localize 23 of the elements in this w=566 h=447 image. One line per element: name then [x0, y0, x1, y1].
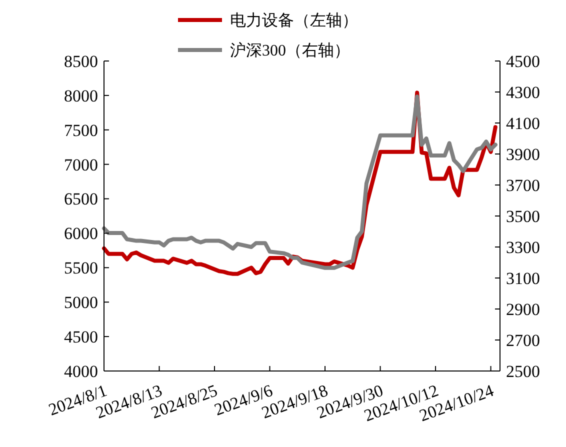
- y-tick-label: 7000: [64, 155, 98, 174]
- y-tick-label: 4500: [64, 328, 98, 347]
- y-tick-label: 7500: [64, 120, 98, 140]
- y2-tick-label: 3900: [506, 144, 540, 164]
- y-tick-label: 6000: [64, 224, 98, 244]
- y2-tick-label: 2700: [506, 330, 540, 350]
- y-tick-label: 8000: [64, 86, 98, 106]
- y2-tick-label: 2500: [506, 362, 540, 381]
- y2-tick-label: 2900: [506, 300, 540, 319]
- y2-tick-label: 4300: [506, 82, 540, 102]
- y2-tick-label: 3500: [506, 206, 540, 226]
- y-tick-label: 5000: [64, 293, 98, 312]
- y2-tick-label: 4100: [506, 114, 540, 133]
- y-tick-label: 5500: [64, 258, 98, 278]
- y2-tick-label: 3100: [506, 268, 540, 288]
- y-tick-label: 8500: [64, 52, 98, 71]
- y-tick-label: 4000: [64, 362, 98, 381]
- y2-tick-label: 3700: [506, 176, 540, 195]
- legend-label: 沪深300（右轴）: [230, 42, 350, 60]
- y2-tick-label: 3300: [506, 238, 540, 257]
- y-tick-label: 6500: [64, 190, 98, 209]
- legend-label: 电力设备（左轴）: [230, 12, 358, 30]
- y2-tick-label: 4500: [506, 52, 540, 71]
